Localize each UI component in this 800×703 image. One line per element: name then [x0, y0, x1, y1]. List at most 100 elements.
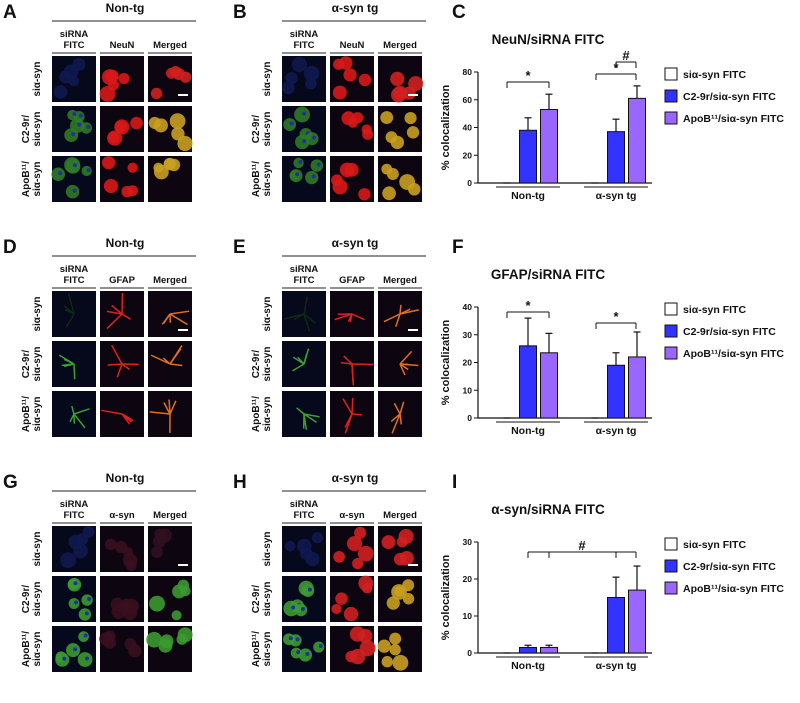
micrograph-image	[148, 106, 193, 152]
y-tick-label: 20	[463, 358, 473, 368]
cell	[105, 538, 117, 551]
cell-process	[69, 413, 75, 423]
cell	[344, 162, 359, 177]
cell	[153, 118, 168, 133]
micrograph-image	[330, 626, 376, 672]
cell	[78, 631, 89, 642]
chart-title: α-syn/siRNA FITC	[491, 502, 605, 517]
micrograph-image	[378, 156, 422, 202]
cell	[102, 156, 116, 170]
micrograph-image	[378, 526, 422, 572]
cell	[77, 652, 93, 667]
row-label: ApoB¹¹/	[21, 161, 32, 197]
cell	[377, 639, 391, 653]
legend-swatch	[664, 324, 678, 338]
cell	[291, 56, 308, 73]
cell	[104, 630, 116, 642]
row-label: siα-syn	[262, 61, 273, 96]
y-tick-label: 10	[463, 611, 473, 621]
cell	[331, 603, 342, 614]
column-header: FITC	[63, 40, 84, 51]
cell	[283, 600, 299, 617]
cell	[171, 127, 185, 141]
bar	[607, 131, 625, 184]
x-tick-label: α-syn tg	[596, 425, 637, 437]
cell-process	[297, 356, 305, 365]
cell	[68, 534, 84, 550]
cell-process	[303, 413, 320, 418]
bar	[607, 364, 625, 419]
y-tick-label: 10	[463, 385, 473, 395]
nucleus-dot	[73, 163, 78, 168]
cell-process	[169, 400, 177, 415]
micrograph-image	[51, 156, 96, 202]
micrograph-image	[100, 291, 144, 337]
cell	[303, 65, 320, 82]
cell	[158, 638, 173, 653]
column-header: FITC	[63, 275, 84, 286]
y-axis-label: % colocalization	[440, 554, 452, 640]
column-header: α-syn	[109, 510, 135, 521]
micrograph-image	[100, 106, 144, 152]
nucleus-dot	[58, 171, 63, 176]
cell	[118, 73, 130, 85]
cell	[153, 162, 164, 173]
cell	[343, 606, 359, 622]
cell-process	[67, 293, 75, 315]
cell	[391, 87, 407, 103]
nucleus-dot	[86, 125, 91, 130]
micrograph-image	[148, 576, 192, 622]
cell	[331, 174, 343, 187]
legend-label: C2-9r/siα-syn FITC	[683, 561, 776, 573]
nucleus-dot	[83, 633, 88, 638]
cell-process	[73, 413, 86, 429]
nucleus-dot	[318, 644, 323, 649]
cell-process	[351, 313, 365, 321]
cell	[350, 648, 366, 665]
y-tick-label: 60	[463, 95, 473, 105]
cell	[338, 56, 353, 70]
cell	[283, 633, 295, 646]
micrograph-image	[282, 391, 326, 437]
cell-process	[106, 313, 123, 330]
cell	[78, 608, 92, 621]
y-tick-label: 30	[463, 330, 473, 340]
cell-process	[169, 348, 182, 365]
significance-mark: *	[525, 68, 531, 83]
cell	[390, 71, 405, 87]
cell-process	[121, 413, 133, 423]
panel-letter: B	[233, 2, 247, 23]
cell	[72, 58, 86, 72]
cell-process	[106, 310, 123, 315]
column-header: FITC	[293, 275, 314, 286]
micrograph-image	[282, 341, 326, 387]
cell	[398, 528, 414, 545]
legend-label: siα-syn FITC	[683, 304, 746, 316]
cell	[333, 551, 345, 563]
micrograph-image	[148, 291, 192, 337]
cell	[281, 81, 295, 95]
x-tick-label: α-syn tg	[596, 660, 637, 672]
micrograph-image	[330, 575, 374, 622]
cell	[311, 532, 324, 544]
row-label: siα-syn	[262, 631, 273, 666]
cell	[60, 552, 77, 569]
cell	[125, 560, 137, 572]
nucleus-dot	[295, 172, 300, 177]
y-tick-label: 30	[463, 537, 473, 547]
micrograph-image	[282, 526, 326, 572]
row-label: C2-9r/	[251, 585, 262, 614]
row-label: siα-syn	[32, 581, 43, 616]
legend-swatch	[664, 537, 678, 551]
column-header: Merged	[383, 510, 417, 521]
cell	[177, 135, 193, 152]
legend-label: siα-syn FITC	[683, 539, 746, 551]
micrograph-image	[330, 106, 374, 152]
cell-process	[351, 397, 354, 415]
column-header: FITC	[63, 510, 84, 521]
cell	[399, 174, 416, 190]
cell-process	[395, 313, 401, 327]
significance-mark: #	[622, 48, 630, 63]
cell	[171, 610, 182, 621]
column-header: NeuN	[340, 40, 365, 51]
